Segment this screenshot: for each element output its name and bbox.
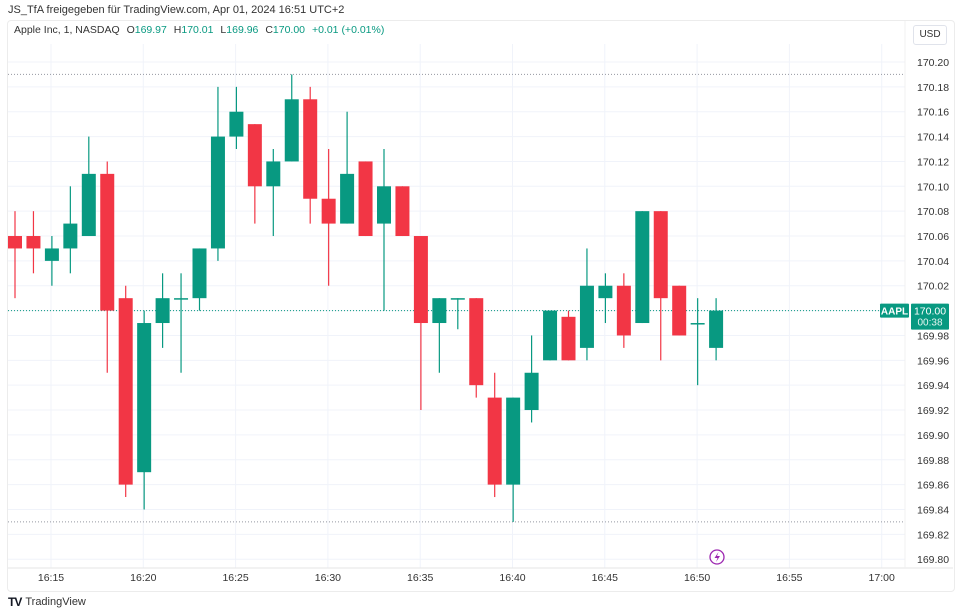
price-axis-label: 169.94 xyxy=(917,380,949,392)
price-axis-label: 169.98 xyxy=(917,330,949,342)
legend-open-label: O xyxy=(126,24,135,36)
price-axis-label: 170.10 xyxy=(917,181,949,193)
price-axis-label: 170.08 xyxy=(917,206,949,218)
time-axis-label: 16:20 xyxy=(130,572,156,584)
candle-body[interactable] xyxy=(303,99,318,199)
candle-body[interactable] xyxy=(395,186,410,237)
brand-name: TradingView xyxy=(25,596,86,608)
legend-change: +0.01 (+0.01%) xyxy=(311,24,385,36)
candle-body[interactable] xyxy=(635,211,650,324)
price-axis-label: 169.82 xyxy=(917,529,949,541)
candle-body[interactable] xyxy=(653,211,668,299)
candle-body[interactable] xyxy=(137,323,152,473)
legend-symbol: Apple Inc, 1, NASDAQ xyxy=(14,24,120,36)
candle-body[interactable] xyxy=(155,298,170,324)
price-axis-label: 170.18 xyxy=(917,82,949,94)
price-axis-label: 170.04 xyxy=(917,256,949,268)
ticker-tag xyxy=(880,303,909,318)
price-axis-label: 169.86 xyxy=(917,480,949,492)
currency-button[interactable]: USD xyxy=(913,25,947,45)
time-axis-label: 17:00 xyxy=(869,572,895,584)
lightning-icon-glyph xyxy=(714,552,720,562)
candle-body[interactable] xyxy=(81,173,96,237)
candle-body[interactable] xyxy=(543,310,558,361)
tradingview-logo-icon: TV xyxy=(8,595,22,609)
candle-body[interactable] xyxy=(192,248,207,299)
price-axis-label: 170.16 xyxy=(917,107,949,119)
candle-body[interactable] xyxy=(340,173,355,224)
time-axis-label: 16:15 xyxy=(38,572,64,584)
candle-body[interactable] xyxy=(413,236,428,324)
price-axis-label: 169.80 xyxy=(917,554,949,566)
legend-low-value: 169.96 xyxy=(226,24,259,36)
time-axis-label: 16:55 xyxy=(776,572,802,584)
candle-body[interactable] xyxy=(598,285,613,299)
candle-body[interactable] xyxy=(432,298,447,324)
candle-body[interactable] xyxy=(26,236,41,249)
bar-countdown: 00:38 xyxy=(917,318,942,329)
candle-body[interactable] xyxy=(524,372,539,411)
candle-body[interactable] xyxy=(118,298,133,485)
time-axis-label: 16:25 xyxy=(222,572,248,584)
share-caption: JS_TfA freigegeben für TradingView.com, … xyxy=(8,4,345,16)
last-price-tag xyxy=(911,303,949,330)
time-axis-label: 16:50 xyxy=(684,572,710,584)
candle-body[interactable] xyxy=(284,99,299,162)
candle-body[interactable] xyxy=(44,248,59,261)
candle-body[interactable] xyxy=(616,285,631,336)
legend-high-label: H xyxy=(173,24,182,36)
candle-body[interactable] xyxy=(247,124,262,187)
price-axis-label: 170.12 xyxy=(917,156,949,168)
candle-body[interactable] xyxy=(690,323,705,325)
price-axis-label: 170.02 xyxy=(917,281,949,293)
candle-body[interactable] xyxy=(229,111,244,137)
candle-body[interactable] xyxy=(358,161,373,237)
legend-low-label: L xyxy=(220,24,227,36)
legend-close-value: 170.00 xyxy=(272,24,306,36)
candle-body[interactable] xyxy=(561,316,576,361)
price-axis-label: 170.14 xyxy=(917,132,949,144)
price-axis-label: 170.06 xyxy=(917,231,949,243)
time-axis-label: 16:30 xyxy=(315,572,341,584)
time-axis-label: 16:35 xyxy=(407,572,433,584)
last-price-value: 170.00 xyxy=(914,306,946,318)
footer-branding: TV TradingView xyxy=(8,595,86,609)
candle-body[interactable] xyxy=(266,161,281,187)
legend-open-value: 169.97 xyxy=(134,24,167,36)
candle-body[interactable] xyxy=(672,285,687,336)
candle-body[interactable] xyxy=(506,397,521,485)
candle-body[interactable] xyxy=(450,298,465,300)
legend-close-label: C xyxy=(265,24,273,36)
candle-body[interactable] xyxy=(579,285,594,348)
ticker-tag-label: AAPL xyxy=(881,307,908,318)
price-axis-label: 169.88 xyxy=(917,455,949,467)
price-axis-label: 169.96 xyxy=(917,355,949,367)
candle-body[interactable] xyxy=(210,136,225,249)
candle-body[interactable] xyxy=(63,223,78,249)
candle-body[interactable] xyxy=(709,310,724,348)
time-axis-label: 16:45 xyxy=(592,572,618,584)
price-axis-label: 169.90 xyxy=(917,430,949,442)
price-axis-label: 169.84 xyxy=(917,504,949,516)
price-axis-label: 169.92 xyxy=(917,405,949,417)
ohlc-legend: Apple Inc, 1, NASDAQ O169.97 H170.01 L16… xyxy=(14,24,384,36)
time-axis-label: 16:40 xyxy=(499,572,525,584)
candle-body[interactable] xyxy=(469,298,484,386)
candle-body[interactable] xyxy=(487,397,502,485)
candle-body[interactable] xyxy=(377,186,391,224)
candle-body[interactable] xyxy=(321,198,336,224)
candle-body[interactable] xyxy=(8,236,22,249)
legend-high-value: 170.01 xyxy=(181,24,214,36)
candle-body[interactable] xyxy=(174,298,189,300)
candle-body[interactable] xyxy=(100,173,115,311)
price-axis-label: 170.20 xyxy=(917,57,949,69)
